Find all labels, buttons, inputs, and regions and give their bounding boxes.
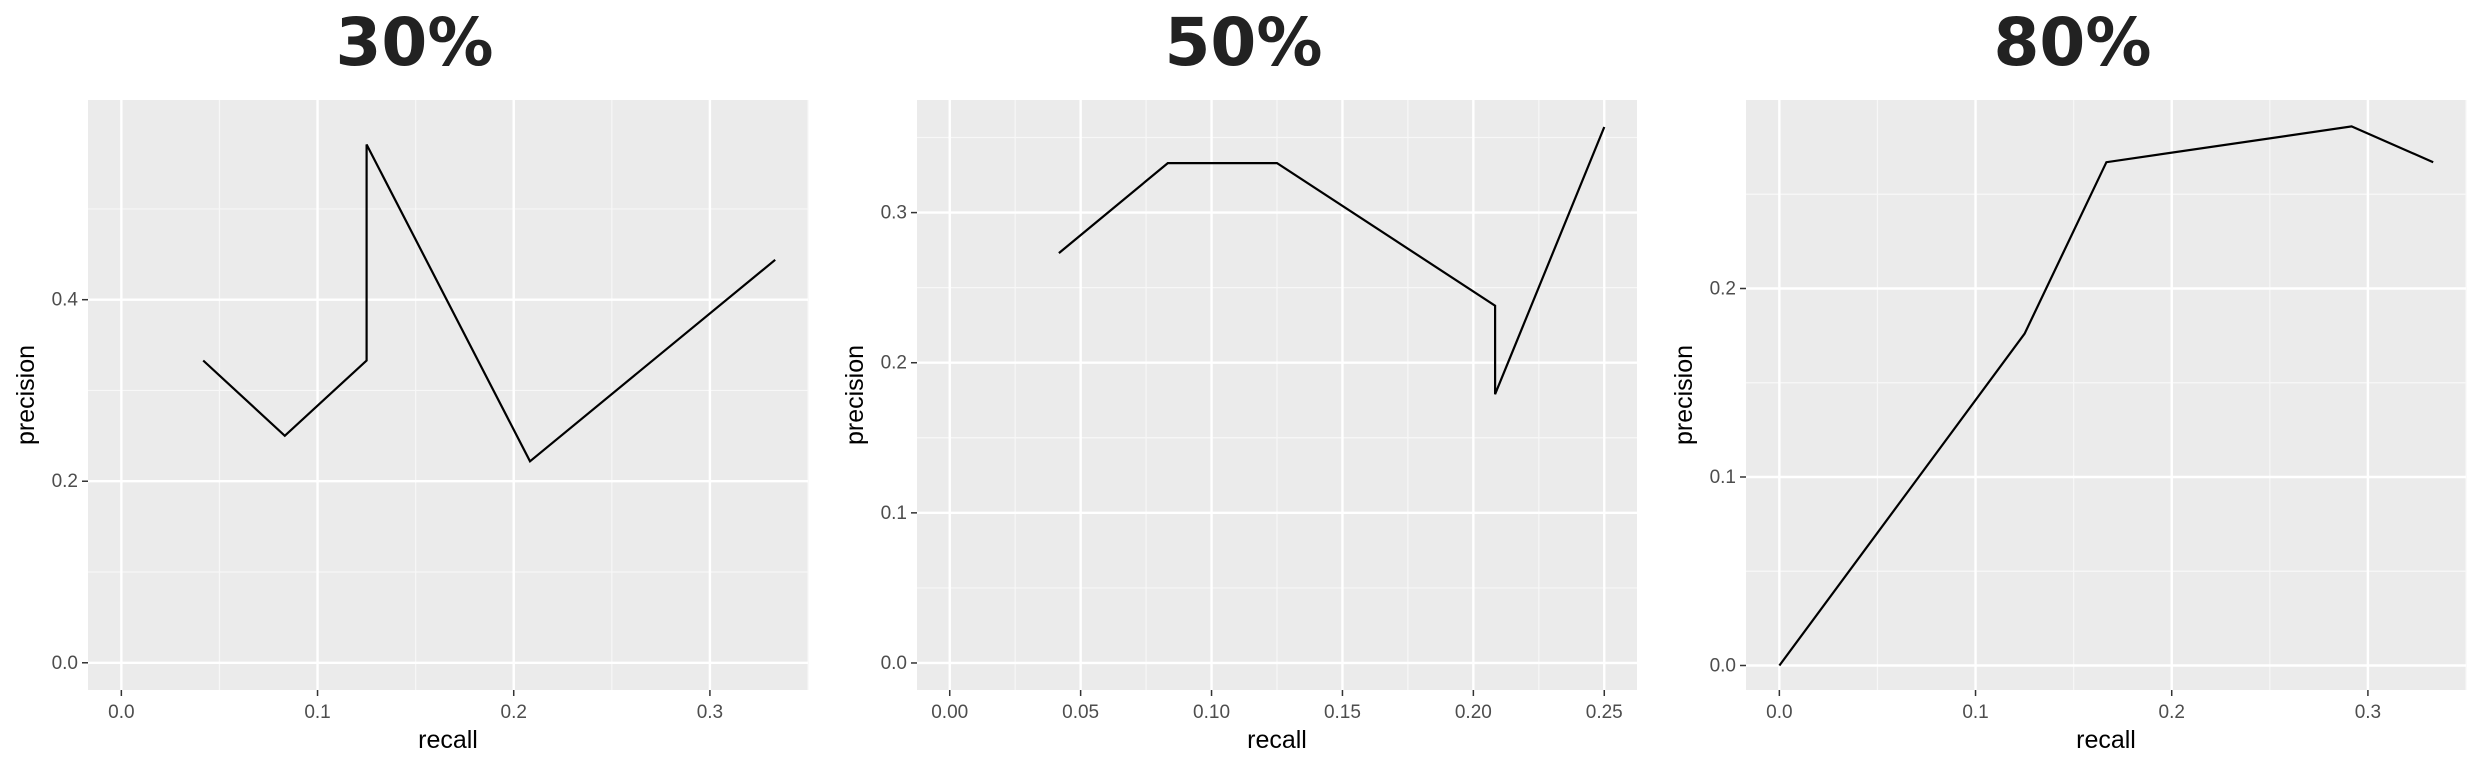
chart-svg: 0.0 0.1 0.2 0.3 0.0 0.2 0.4 recall precision bbox=[12, 100, 809, 754]
x-axis-title: recall bbox=[2076, 726, 2136, 754]
x-tick-label: 0.05 bbox=[1062, 702, 1099, 723]
series-line bbox=[1778, 125, 2434, 667]
x-axis-title: recall bbox=[1247, 726, 1307, 754]
x-tick-label: 0.3 bbox=[2355, 702, 2381, 723]
y-axis-title: precision bbox=[1670, 345, 1698, 445]
x-tick-label: 0.1 bbox=[304, 702, 330, 723]
x-tick-label: 0.15 bbox=[1324, 702, 1361, 723]
y-tick-label: 0.0 bbox=[52, 653, 78, 674]
x-tick-label: 0.3 bbox=[697, 702, 723, 723]
x-tick-label: 0.0 bbox=[1766, 702, 1792, 723]
chart-svg: 0.00 0.05 0.10 0.15 0.20 0.25 0.0 0.1 0.2 0.3 reca… bbox=[841, 100, 1637, 754]
chart-panel-50: 50% 0.00 0.05 0.10 0.15 0.20 0.25 0.0 0.1 0.2 0.3… bbox=[829, 0, 1658, 766]
y-tick-label: 0.1 bbox=[881, 503, 907, 524]
series-line bbox=[1058, 126, 1606, 395]
y-tick-label: 0.2 bbox=[881, 353, 907, 374]
x-tick-label: 0.20 bbox=[1455, 702, 1492, 723]
y-tick-label: 0.4 bbox=[52, 290, 79, 311]
x-axis-title: recall bbox=[418, 726, 478, 754]
chart-svg: 0.0 0.1 0.2 0.3 0.0 0.1 0.2 recall precision bbox=[1670, 100, 2467, 754]
plot-background bbox=[88, 100, 808, 690]
y-tick-label: 0.2 bbox=[1710, 278, 1736, 299]
y-tick-label: 0.0 bbox=[881, 653, 907, 674]
y-tick-label: 0.0 bbox=[1710, 655, 1736, 676]
y-axis-title: precision bbox=[12, 345, 40, 445]
x-tick-label: 0.0 bbox=[108, 702, 134, 723]
x-tick-label: 0.2 bbox=[2159, 702, 2185, 723]
x-tick-label: 0.25 bbox=[1586, 702, 1623, 723]
plot-background bbox=[1746, 100, 2466, 690]
chart-panel-30: 30% 0.0 0.1 0.2 0.3 0.0 0.2 0.4 recall precision bbox=[0, 0, 829, 766]
series-line bbox=[202, 143, 776, 464]
x-tick-label: 0.10 bbox=[1193, 702, 1230, 723]
x-tick-label: 0.00 bbox=[931, 702, 968, 723]
chart-title: 30% bbox=[335, 4, 494, 81]
chart-panel-80: 80% 0.0 0.1 0.2 0.3 0.0 0.1 0.2 recall precision bbox=[1658, 0, 2487, 766]
chart-title: 80% bbox=[1993, 4, 2152, 81]
y-axis-title: precision bbox=[841, 345, 869, 445]
chart-title: 50% bbox=[1164, 4, 1323, 81]
y-tick-label: 0.1 bbox=[1710, 467, 1736, 488]
x-tick-label: 0.2 bbox=[501, 702, 527, 723]
x-tick-label: 0.1 bbox=[1962, 702, 1988, 723]
y-tick-label: 0.2 bbox=[52, 471, 78, 492]
y-tick-label: 0.3 bbox=[881, 203, 907, 224]
